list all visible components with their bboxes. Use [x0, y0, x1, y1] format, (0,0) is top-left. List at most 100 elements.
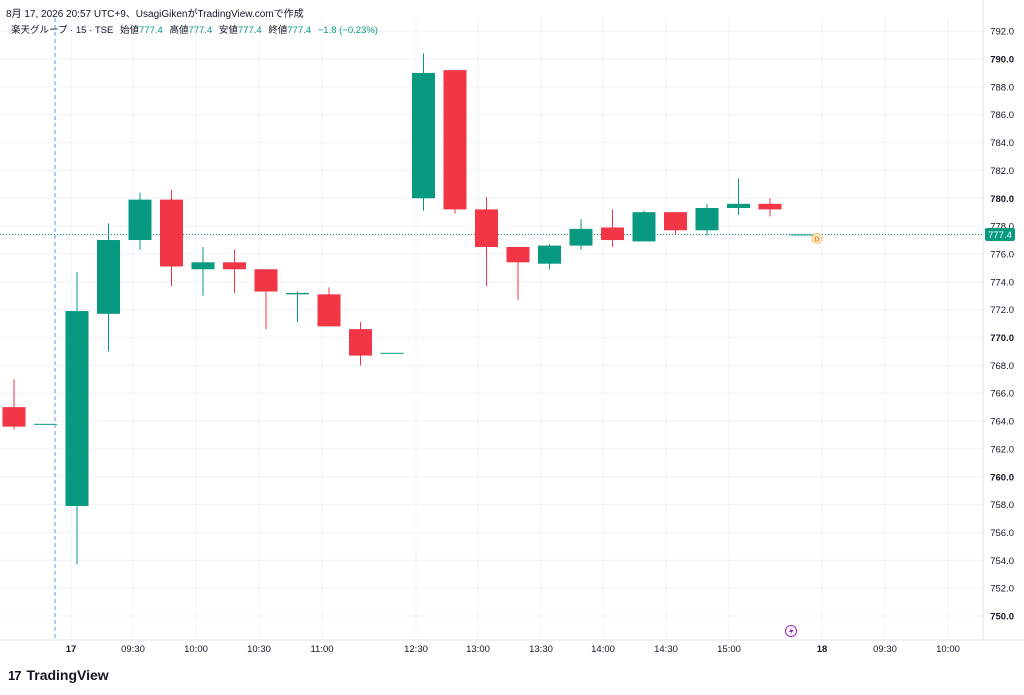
grid-lines — [0, 18, 983, 640]
candle — [475, 196, 498, 286]
y-tick-label: 760.0 — [990, 472, 1014, 483]
x-tick-label: 09:30 — [121, 644, 145, 655]
candle-body — [160, 199, 183, 267]
candle — [727, 178, 750, 215]
y-tick-label: 758.0 — [990, 500, 1014, 511]
x-tick-label: 17 — [66, 644, 77, 655]
y-axis-labels: 750.0 752.0 754.0 756.0 758.0 760.0 762.0 764.0… — [990, 27, 1014, 623]
candle-body — [569, 228, 593, 246]
candle-body — [632, 212, 656, 242]
last-price-label: 777.4 — [988, 230, 1012, 241]
open-value: 777.4 — [139, 25, 163, 36]
candle-body — [790, 234, 813, 236]
x-tick-label: 12:30 — [404, 644, 428, 655]
candle — [380, 352, 404, 354]
candle — [286, 291, 309, 323]
candle — [2, 379, 26, 430]
candle-body — [380, 352, 404, 354]
candle — [412, 53, 435, 211]
candle — [128, 192, 152, 250]
high-value: 777.4 — [188, 25, 213, 36]
y-tick-label: 762.0 — [990, 444, 1014, 455]
candle — [223, 249, 246, 293]
candle-body — [349, 329, 372, 356]
candle-body — [2, 407, 26, 427]
candle — [538, 244, 561, 270]
low-value: 777.4 — [237, 25, 262, 36]
x-tick-label: 15:00 — [717, 644, 741, 655]
close-label: 終値 — [268, 25, 288, 36]
y-tick-label: 786.0 — [990, 110, 1014, 121]
y-tick-label: 788.0 — [990, 82, 1014, 93]
y-tick-label: 752.0 — [990, 584, 1014, 595]
y-tick-label: 756.0 — [990, 528, 1014, 539]
candle-body — [695, 207, 719, 231]
x-axis-labels: 17 09:30 10:00 10:30 11:00 12:30 13:00 13:30 14:… — [66, 644, 960, 655]
y-tick-label: 768.0 — [990, 361, 1014, 372]
tradingview-logo[interactable]: 17 TradingView — [8, 667, 109, 683]
candle-body — [286, 292, 309, 295]
candle-body — [254, 269, 278, 292]
close-value: 777.4 — [287, 25, 312, 36]
candle-body — [443, 70, 467, 210]
y-tick-label: 764.0 — [990, 417, 1014, 428]
candle — [34, 423, 57, 425]
tradingview-mark-icon: 17 — [8, 667, 22, 683]
y-tick-label: 778.0 — [990, 222, 1014, 233]
symbol-label[interactable]: 楽天グループ · 15 · TSE — [11, 25, 114, 36]
last-price-badge — [985, 227, 1015, 241]
x-tick-label: 14:30 — [654, 644, 678, 655]
candle-body — [664, 212, 687, 231]
ohlc-legend: 楽天グループ · 15 · TSE 始値777.4 高値777.4 安値777.… — [11, 22, 378, 36]
tradingview-wordmark: TradingView — [26, 667, 109, 683]
candle-body — [506, 246, 530, 263]
x-tick-label: 10:00 — [184, 644, 208, 655]
candle — [569, 219, 593, 250]
candle-body — [65, 311, 89, 506]
candle-body — [601, 227, 624, 241]
high-label: 高値 — [169, 25, 189, 36]
candle — [506, 246, 530, 300]
candle-body — [727, 203, 750, 208]
candle-body — [538, 245, 561, 264]
y-tick-label: 772.0 — [990, 305, 1014, 316]
y-tick-label: 770.0 — [990, 333, 1014, 344]
candle — [443, 70, 467, 214]
x-tick-label: 10:00 — [936, 644, 960, 655]
candle-body — [758, 203, 782, 210]
candle — [349, 322, 372, 366]
candle — [790, 234, 813, 236]
candle — [695, 203, 719, 236]
change-value: −1.8 (−0.23%) — [317, 25, 378, 36]
y-tick-label: 754.0 — [990, 556, 1014, 567]
candle-body — [128, 199, 152, 241]
y-tick-label: 774.0 — [990, 277, 1014, 288]
dividend-marker-label: D — [814, 234, 820, 243]
candle-body — [191, 262, 215, 270]
candle — [317, 287, 341, 327]
candle — [632, 210, 656, 242]
candle-body — [34, 423, 57, 425]
candle — [160, 189, 183, 286]
y-tick-label: 784.0 — [990, 138, 1014, 149]
x-tick-label: 13:00 — [466, 644, 490, 655]
x-tick-label: 14:00 — [591, 644, 615, 655]
chart-caption: 8月 17, 2026 20:57 UTC+9、UsagiGikenがTradi… — [6, 9, 304, 20]
candle — [758, 198, 782, 217]
candle-body — [475, 209, 498, 247]
candle — [664, 212, 687, 235]
y-tick-label: 792.0 — [990, 27, 1014, 38]
x-tick-label: 18 — [817, 644, 828, 655]
candles — [2, 53, 813, 565]
candle-body — [97, 240, 120, 314]
candle — [191, 246, 215, 296]
open-label: 始値 — [120, 25, 140, 36]
x-tick-label: 13:30 — [529, 644, 553, 655]
y-tick-label: 790.0 — [990, 55, 1014, 66]
candle — [254, 269, 278, 330]
low-label: 安値 — [218, 25, 238, 36]
candle — [97, 223, 120, 352]
y-tick-label: 750.0 — [990, 612, 1014, 623]
candle-body — [223, 262, 246, 270]
